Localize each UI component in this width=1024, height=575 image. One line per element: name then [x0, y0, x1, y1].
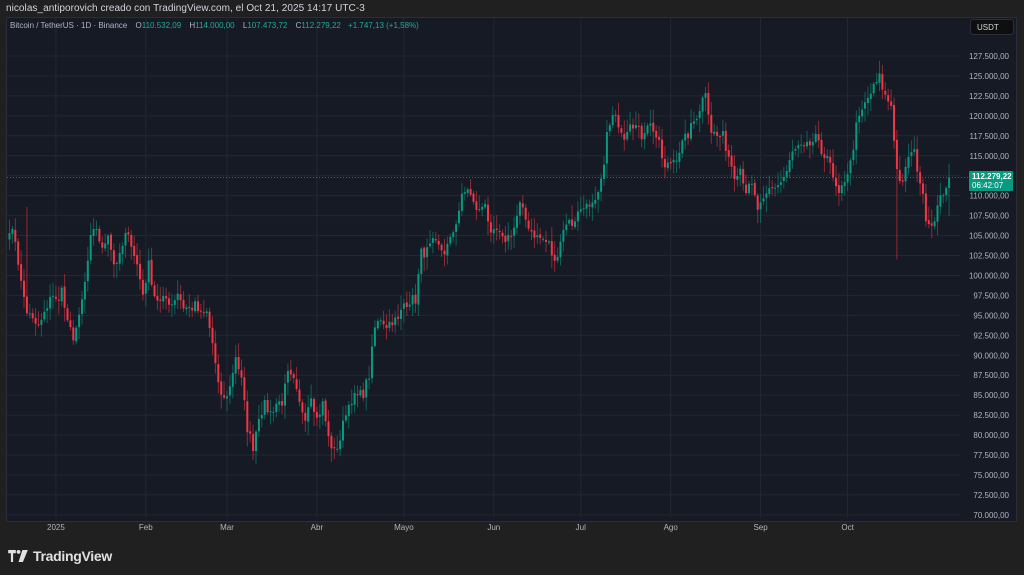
svg-text:70.000,00: 70.000,00 — [973, 511, 1009, 520]
svg-text:Jun: Jun — [487, 523, 500, 532]
svg-text:Mayo: Mayo — [394, 523, 414, 532]
bar-countdown: 06:42:07 — [972, 181, 1004, 191]
svg-text:Ago: Ago — [664, 523, 679, 532]
svg-text:110.000,00: 110.000,00 — [970, 192, 1010, 201]
attribution-text: nicolas_antiporovich creado con TradingV… — [6, 3, 365, 14]
grid-lines — [7, 18, 960, 518]
close-value: 112.279,22 — [301, 21, 341, 30]
svg-text:125.000,00: 125.000,00 — [969, 72, 1010, 81]
svg-text:85.000,00: 85.000,00 — [973, 391, 1009, 400]
high-value: 114.000,00 — [195, 21, 235, 30]
chart-frame — [6, 17, 1017, 522]
svg-text:80.000,00: 80.000,00 — [973, 431, 1009, 440]
svg-text:Jul: Jul — [576, 523, 586, 532]
svg-text:115.000,00: 115.000,00 — [970, 152, 1010, 161]
svg-text:95.000,00: 95.000,00 — [973, 311, 1009, 320]
svg-text:Oct: Oct — [841, 523, 854, 532]
svg-text:102.500,00: 102.500,00 — [969, 252, 1010, 261]
svg-text:77.500,00: 77.500,00 — [973, 451, 1009, 460]
tradingview-logo[interactable]: TradingView — [8, 548, 112, 564]
svg-text:120.000,00: 120.000,00 — [969, 112, 1010, 121]
svg-text:2025: 2025 — [47, 523, 65, 532]
price-axis: 127.500,00 125.000,00 122.500,00 120.000,00… — [969, 52, 1010, 520]
svg-text:100.000,00: 100.000,00 — [969, 271, 1010, 280]
svg-text:Feb: Feb — [139, 523, 153, 532]
svg-text:105.000,00: 105.000,00 — [969, 232, 1010, 241]
svg-text:127.500,00: 127.500,00 — [969, 52, 1010, 61]
svg-text:97.500,00: 97.500,00 — [973, 291, 1009, 300]
svg-text:90.000,00: 90.000,00 — [973, 351, 1009, 360]
svg-text:Abr: Abr — [311, 523, 324, 532]
brand-name: TradingView — [33, 548, 112, 564]
svg-text:92.500,00: 92.500,00 — [973, 331, 1009, 340]
svg-text:75.000,00: 75.000,00 — [973, 471, 1009, 480]
svg-text:87.500,00: 87.500,00 — [973, 371, 1009, 380]
svg-text:117.500,00: 117.500,00 — [970, 132, 1010, 141]
change-value: +1.747,13 (+1,58%) — [348, 21, 419, 30]
svg-text:72.500,00: 72.500,00 — [973, 491, 1009, 500]
ohlc-legend: Bitcoin / TetherUS · 1D · Binance O110.5… — [10, 21, 419, 30]
svg-text:82.500,00: 82.500,00 — [973, 411, 1009, 420]
last-price-tag: 112.279,22 06:42:07 — [969, 171, 1013, 192]
svg-text:Sep: Sep — [753, 523, 768, 532]
last-price-value: 112.279,22 — [972, 172, 1012, 182]
svg-text:107.500,00: 107.500,00 — [969, 212, 1010, 221]
svg-text:Mar: Mar — [220, 523, 234, 532]
tradingview-logo-icon — [8, 550, 28, 562]
svg-text:122.500,00: 122.500,00 — [969, 92, 1010, 101]
candles — [8, 60, 951, 464]
symbol-label: Bitcoin / TetherUS · 1D · Binance — [10, 21, 128, 30]
time-axis: 2025 Feb Mar Abr Mayo Jun Jul Ago Sep Oct — [47, 523, 855, 532]
low-value: 107.473,72 — [247, 21, 288, 30]
open-value: 110.532,09 — [141, 21, 182, 30]
currency-button[interactable]: USDT — [970, 19, 1014, 35]
